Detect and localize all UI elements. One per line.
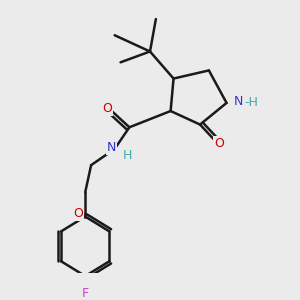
- Text: H: H: [123, 149, 133, 162]
- Text: O: O: [214, 137, 224, 150]
- Text: -H: -H: [245, 96, 259, 109]
- Text: O: O: [73, 207, 83, 220]
- Text: N: N: [234, 95, 243, 108]
- Text: O: O: [102, 102, 112, 115]
- Text: N: N: [107, 141, 116, 154]
- Text: F: F: [82, 287, 89, 300]
